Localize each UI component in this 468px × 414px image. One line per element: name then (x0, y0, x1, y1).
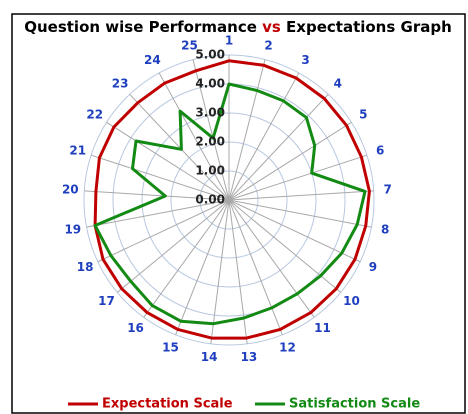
y-tick-label: 0.00 (195, 193, 225, 207)
axis-label: 9 (369, 260, 377, 274)
axis-label: 6 (376, 143, 384, 157)
y-tick-label: 1.00 (195, 164, 225, 178)
axis-label: 24 (144, 53, 161, 67)
y-tick-label: 4.00 (195, 77, 225, 91)
spoke (106, 121, 230, 201)
spoke (228, 199, 361, 263)
spoke (228, 93, 329, 201)
spoke (210, 199, 230, 344)
series-line (93, 59, 371, 340)
spoke (129, 93, 230, 201)
legend-label: Expectation Scale (102, 397, 233, 412)
spoke (228, 190, 374, 201)
axis-label: 5 (359, 107, 367, 121)
series-line (93, 82, 367, 326)
spoke (228, 199, 372, 228)
axis-label: 21 (69, 143, 86, 157)
spoke (192, 59, 230, 201)
spoke (228, 72, 300, 201)
axis-label: 1 (225, 34, 233, 48)
axis-label: 15 (162, 340, 179, 354)
axis-label: 7 (384, 183, 392, 197)
y-tick-label: 5.00 (195, 48, 225, 62)
y-tick-label: 3.00 (195, 106, 225, 120)
spoke (175, 199, 230, 336)
spoke (116, 199, 230, 293)
axis-label: 19 (64, 222, 81, 236)
chart-title: Question wise Performance vs Expectation… (24, 18, 452, 36)
spoke (228, 154, 368, 201)
axis-label: 12 (279, 340, 296, 354)
axis-label: 11 (314, 321, 331, 335)
spoke (228, 199, 342, 293)
axis-label: 2 (264, 38, 272, 52)
axis-label: 14 (201, 350, 218, 364)
axis-label: 25 (181, 38, 198, 52)
axis-label: 4 (334, 77, 342, 91)
spoke (228, 199, 248, 344)
axis-label: 18 (77, 260, 94, 274)
axis-label: 23 (112, 77, 129, 91)
axis-label: 16 (127, 321, 144, 335)
axis-label: 20 (62, 183, 79, 197)
spoke (97, 199, 230, 263)
spoke (84, 190, 230, 201)
spoke (228, 199, 315, 318)
spoke (90, 154, 230, 201)
axis-label: 3 (301, 53, 309, 67)
spoke (86, 199, 230, 228)
axis-label: 10 (343, 294, 360, 308)
y-tick-label: 2.00 (195, 135, 225, 149)
axis-label: 13 (241, 350, 258, 364)
spoke (228, 199, 283, 336)
axis-label: 17 (98, 294, 115, 308)
spoke (228, 59, 266, 201)
spoke (228, 121, 352, 201)
legend-label: Satisfaction Scale (289, 397, 420, 412)
spoke (143, 199, 230, 318)
axis-label: 22 (86, 107, 103, 121)
axis-label: 8 (381, 222, 389, 236)
spoke (158, 72, 230, 201)
